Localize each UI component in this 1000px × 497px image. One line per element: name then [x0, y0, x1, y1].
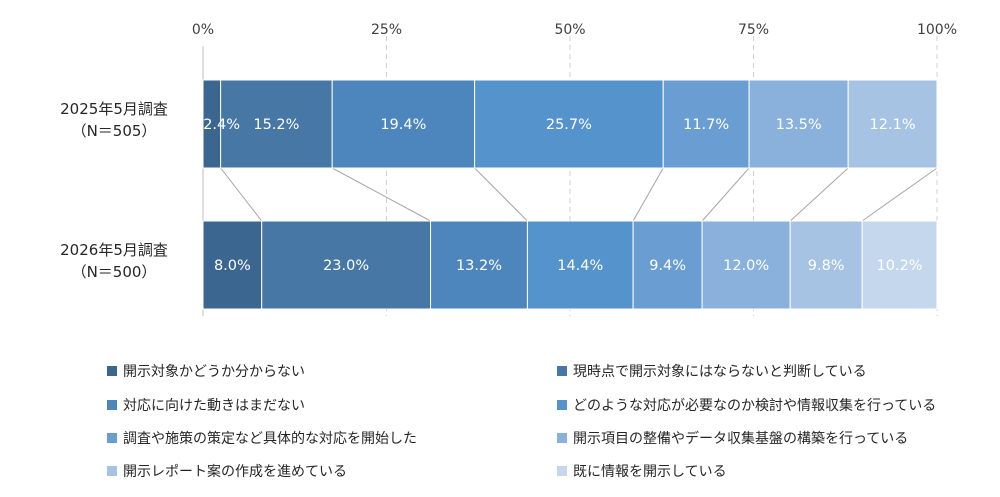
- connector-line: [632, 167, 664, 222]
- data-label: 25.7%: [546, 117, 592, 133]
- data-label: 9.8%: [808, 258, 845, 274]
- tick-label: 25%: [371, 22, 402, 38]
- tick-label: 75%: [738, 22, 769, 38]
- bar-segment: [632, 220, 703, 310]
- x-axis-tick-labels: 0% 25% 50% 75% 100%: [192, 22, 957, 38]
- bar-segment: [701, 220, 791, 310]
- legend-swatch: [107, 400, 117, 410]
- legend-swatch: [107, 466, 117, 476]
- legend-label: 既に情報を開示している: [573, 464, 727, 480]
- legend-label: 対応に向けた動きはまだない: [123, 398, 305, 414]
- tick-label: 50%: [554, 22, 585, 38]
- legend-label: 開示対象かどうか分からない: [123, 364, 305, 380]
- legend-label: 現時点で開示対象にはならないと判断している: [573, 364, 867, 380]
- bar-segment: [261, 220, 432, 310]
- category-label: （N＝500）: [72, 263, 157, 281]
- tick-label: 0%: [192, 22, 214, 38]
- legend: 開示対象かどうか分からない 現時点で開示対象にはならないと判断している対応に向けた…: [107, 364, 936, 480]
- data-label: 15.2%: [253, 117, 299, 133]
- legend-swatch: [557, 466, 567, 476]
- data-label: 11.7%: [683, 117, 729, 133]
- bars: [202, 79, 938, 310]
- category-label: 2026年5月調査: [60, 241, 168, 259]
- data-label: 9.4%: [649, 258, 686, 274]
- data-label: 10.2%: [877, 258, 923, 274]
- category-label: （N＝505）: [72, 122, 157, 140]
- data-label: 8.0%: [214, 258, 251, 274]
- bar-segment: [474, 79, 664, 169]
- data-label: 19.4%: [380, 117, 426, 133]
- connector-line: [331, 167, 431, 222]
- legend-swatch: [557, 400, 567, 410]
- bar-segment: [331, 79, 476, 169]
- legend-swatch: [557, 366, 567, 376]
- bar-segment: [861, 220, 938, 310]
- legend-label: どのような対応が必要なのか検討や情報収集を行っている: [573, 397, 936, 414]
- category-labels: 2025年5月調査 （N＝505） 2026年5月調査 （N＝500）: [60, 100, 168, 281]
- data-label: 12.1%: [870, 117, 916, 133]
- data-label: 14.4%: [557, 258, 603, 274]
- connector-line: [861, 167, 938, 222]
- legend-swatch: [107, 433, 117, 443]
- connector-line: [789, 167, 849, 222]
- category-label: 2025年5月調査: [60, 100, 168, 118]
- bar-segment: [789, 220, 863, 310]
- data-label: 13.2%: [456, 258, 502, 274]
- legend-label: 調査や施策の策定など具体的な対応を開始した: [123, 430, 417, 447]
- connector-line: [220, 167, 263, 222]
- connector-line: [474, 167, 528, 222]
- tick-label: 100%: [917, 22, 957, 38]
- bar-segment: [748, 79, 849, 169]
- series-connector-lines: [220, 167, 938, 222]
- bar-segment: [847, 79, 938, 169]
- bar-segment: [662, 79, 750, 169]
- data-label: 12.0%: [723, 258, 769, 274]
- data-labels: 2.4% 15.2% 19.4% 25.7% 11.7% 13.5% 12.1% 8.0% 23…: [203, 117, 922, 274]
- bar-segment: [202, 220, 263, 310]
- legend-label: 開示項目の整備やデータ収集基盤の構築を行っている: [573, 430, 908, 447]
- data-label: 23.0%: [323, 258, 369, 274]
- connector-line: [701, 167, 750, 222]
- data-label: 2.4%: [203, 117, 240, 133]
- data-label: 13.5%: [776, 117, 822, 133]
- bar-segment: [526, 220, 634, 310]
- legend-swatch: [107, 366, 117, 376]
- legend-swatch: [557, 433, 567, 443]
- legend-label: 開示レポート案の作成を進めている: [123, 463, 347, 480]
